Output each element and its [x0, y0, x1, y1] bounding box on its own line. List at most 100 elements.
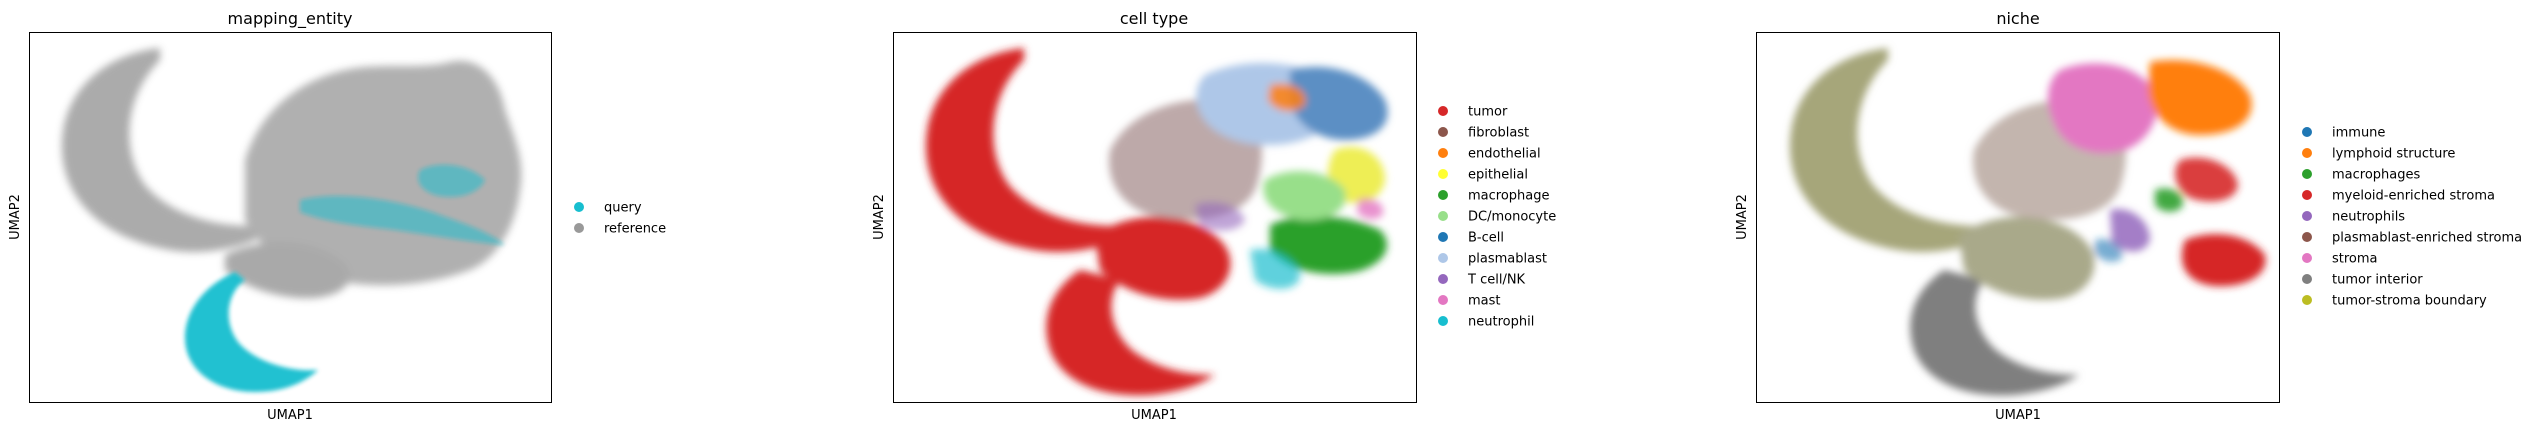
legend-item: epithelial — [1438, 168, 1528, 183]
legend-label: plasmablast-enriched stroma — [2332, 231, 2522, 246]
legend-label: DC/monocyte — [1468, 210, 1556, 225]
legend: immune lymphoid structure macrophages my… — [2302, 126, 2522, 309]
legend-item: stroma — [2302, 252, 2378, 267]
query-cluster-patch — [418, 164, 485, 197]
legend-marker — [1438, 169, 1448, 179]
scatter-cloud — [925, 48, 1388, 396]
panel-title: cell type — [1120, 9, 1188, 28]
legend-item: plasmablast-enriched stroma — [2302, 231, 2522, 246]
legend-item: macrophages — [2302, 168, 2420, 183]
legend-marker — [2302, 169, 2312, 179]
legend-item: tumor interior — [2302, 273, 2423, 288]
legend-item: B-cell — [1438, 231, 1504, 246]
legend-label: tumor interior — [2332, 273, 2423, 288]
neutrophils-cluster — [2110, 209, 2150, 252]
legend-marker — [1438, 190, 1448, 200]
legend-marker — [1438, 253, 1448, 263]
legend-label: mast — [1468, 294, 1501, 309]
legend: query reference — [574, 201, 666, 237]
legend-label: immune — [2332, 126, 2385, 141]
legend-marker — [1438, 211, 1448, 221]
tumor-interior-lower — [1910, 270, 2079, 396]
legend-marker — [1438, 274, 1448, 284]
tumor-stroma-boundary-arc — [1789, 48, 1998, 252]
y-axis-label: UMAP2 — [1735, 194, 1750, 240]
legend-marker — [2302, 232, 2312, 242]
x-axis-label: UMAP1 — [267, 408, 313, 423]
legend-item: macrophage — [1438, 189, 1550, 204]
reference-cluster-lower — [225, 242, 350, 299]
macrophages-cluster — [2155, 188, 2184, 212]
legend-marker — [2302, 295, 2312, 305]
legend-label: lymphoid structure — [2332, 147, 2455, 162]
panel-cell-type: cell type UMAP1 UMAP2 tumor f — [872, 9, 1556, 423]
legend-label: neutrophil — [1468, 315, 1534, 330]
query-cluster-streak — [300, 195, 505, 245]
legend-item: tumor — [1438, 105, 1508, 120]
legend-label: endothelial — [1468, 147, 1541, 162]
tumor-stroma-boundary-mid — [1959, 216, 2095, 300]
legend-item: reference — [574, 222, 666, 237]
legend-item: endothelial — [1438, 147, 1541, 162]
legend-label: stroma — [2332, 252, 2378, 267]
plot-frame — [1756, 32, 2280, 403]
legend-label: T cell/NK — [1467, 273, 1526, 288]
panel-title: niche — [1996, 9, 2039, 28]
immune-cluster — [2094, 239, 2123, 262]
legend-marker — [2302, 253, 2312, 263]
legend-item: immune — [2302, 126, 2385, 141]
legend-label: fibroblast — [1468, 126, 1529, 141]
lymphoid-structure-cluster — [2148, 60, 2252, 135]
panel-title: mapping_entity — [228, 9, 353, 29]
y-axis-label: UMAP2 — [872, 194, 887, 240]
legend-item: neutrophils — [2302, 210, 2405, 225]
legend-label: tumor — [1468, 105, 1508, 120]
tumor-cluster-mid — [1095, 216, 1231, 300]
legend-label: reference — [604, 222, 666, 237]
legend-marker — [574, 223, 584, 233]
legend-label: epithelial — [1468, 168, 1528, 183]
neutrophil-cluster — [1250, 249, 1300, 289]
tumor-cluster-lower — [1046, 270, 1215, 396]
legend-item: lymphoid structure — [2302, 147, 2455, 162]
legend-item: mast — [1438, 294, 1501, 309]
legend-item: tumor-stroma boundary — [2302, 294, 2487, 309]
legend-marker — [2302, 190, 2312, 200]
x-axis-label: UMAP1 — [1995, 408, 2041, 423]
macrophage-cluster — [1270, 215, 1387, 274]
legend-item: neutrophil — [1438, 315, 1534, 330]
legend-marker — [1438, 316, 1448, 326]
bcell-cluster — [1290, 66, 1388, 140]
mast-cluster — [1357, 198, 1384, 220]
legend-marker — [2302, 274, 2312, 284]
plot-frame — [29, 32, 552, 403]
panel-mapping-entity: mapping_entity UMAP1 UMAP2 query re — [8, 9, 666, 423]
myeloid-enriched-stroma-cluster — [2181, 234, 2266, 287]
dc-monocyte-cluster — [1263, 171, 1346, 221]
myeloid-enriched-stroma-upper — [2175, 157, 2238, 202]
legend-item: T cell/NK — [1438, 273, 1526, 288]
tumor-cluster-arc — [925, 48, 1134, 252]
legend-label: macrophage — [1468, 189, 1550, 204]
reference-cluster-arc — [61, 48, 270, 252]
y-axis-label: UMAP2 — [8, 194, 23, 240]
legend-marker — [1438, 148, 1448, 158]
x-axis-label: UMAP1 — [1131, 408, 1177, 423]
legend-item: plasmablast — [1438, 252, 1547, 267]
legend-item: query — [574, 201, 642, 216]
legend-label: plasmablast — [1468, 252, 1547, 267]
legend-marker — [2302, 148, 2312, 158]
legend-label: myeloid-enriched stroma — [2332, 189, 2495, 204]
legend-marker — [2302, 127, 2312, 137]
legend-label: tumor-stroma boundary — [2332, 294, 2487, 309]
panel-niche: niche UMAP1 UMAP2 immune lymphoid struct… — [1735, 9, 2522, 423]
legend-marker — [2302, 211, 2312, 221]
legend: tumor fibroblast endothelial epithelial … — [1438, 105, 1556, 330]
query-cluster-lower-arc — [185, 272, 318, 392]
legend-marker — [1438, 232, 1448, 242]
plot-frame — [893, 32, 1417, 403]
legend-item: myeloid-enriched stroma — [2302, 189, 2495, 204]
legend-label: macrophages — [2332, 168, 2420, 183]
legend-label: neutrophils — [2332, 210, 2405, 225]
